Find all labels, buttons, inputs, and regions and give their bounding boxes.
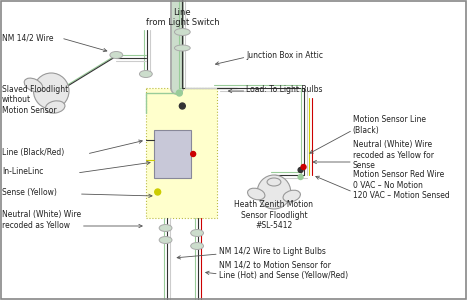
Text: Motion Sensor Red Wire
0 VAC – No Motion
120 VAC – Motion Sensed: Motion Sensor Red Wire 0 VAC – No Motion… xyxy=(353,170,449,200)
Ellipse shape xyxy=(24,78,43,92)
Ellipse shape xyxy=(283,190,301,202)
Circle shape xyxy=(155,189,161,195)
Text: Load: To Light Bulbs: Load: To Light Bulbs xyxy=(246,85,323,94)
Circle shape xyxy=(298,175,303,179)
Ellipse shape xyxy=(46,101,65,113)
Ellipse shape xyxy=(159,236,172,244)
Ellipse shape xyxy=(110,52,123,58)
Circle shape xyxy=(34,73,69,109)
Ellipse shape xyxy=(191,242,203,250)
Text: Neutral (White) Wire
recoded as Yellow for
Sense: Neutral (White) Wire recoded as Yellow f… xyxy=(353,140,434,170)
Circle shape xyxy=(176,90,182,96)
Text: Junction Box in Attic: Junction Box in Attic xyxy=(246,50,323,59)
Text: Line (Black/Red): Line (Black/Red) xyxy=(2,148,64,157)
Text: In-LineLinc: In-LineLinc xyxy=(2,167,43,176)
Text: Line
from Light Switch: Line from Light Switch xyxy=(146,8,219,27)
Ellipse shape xyxy=(174,28,190,35)
Circle shape xyxy=(191,152,196,157)
Ellipse shape xyxy=(174,45,190,51)
Bar xyxy=(146,88,217,218)
Text: Neutral (White) Wire
recoded as Yellow: Neutral (White) Wire recoded as Yellow xyxy=(2,210,81,230)
Text: NM 14/2 to Motion Sensor for
Line (Hot) and Sense (Yellow/Red): NM 14/2 to Motion Sensor for Line (Hot) … xyxy=(219,260,348,280)
Text: Motion Sensor Line
(Black): Motion Sensor Line (Black) xyxy=(353,115,426,135)
Circle shape xyxy=(298,167,303,172)
Ellipse shape xyxy=(159,224,172,232)
Circle shape xyxy=(179,103,185,109)
Ellipse shape xyxy=(267,178,281,186)
Text: Heath Zenith Motion
Sensor Floodlight
#SL-5412: Heath Zenith Motion Sensor Floodlight #S… xyxy=(235,200,313,230)
Ellipse shape xyxy=(139,70,152,77)
Ellipse shape xyxy=(191,230,203,236)
Circle shape xyxy=(301,164,306,169)
Text: NM 14/2 Wire to Light Bulbs: NM 14/2 Wire to Light Bulbs xyxy=(219,248,326,256)
Text: Slaved Floodlight
without
Motion Sensor: Slaved Floodlight without Motion Sensor xyxy=(2,85,68,115)
Circle shape xyxy=(257,175,291,209)
Text: NM 14/2 Wire: NM 14/2 Wire xyxy=(2,34,54,43)
Bar xyxy=(154,130,191,178)
Text: Sense (Yellow): Sense (Yellow) xyxy=(2,188,57,197)
Ellipse shape xyxy=(247,188,265,200)
